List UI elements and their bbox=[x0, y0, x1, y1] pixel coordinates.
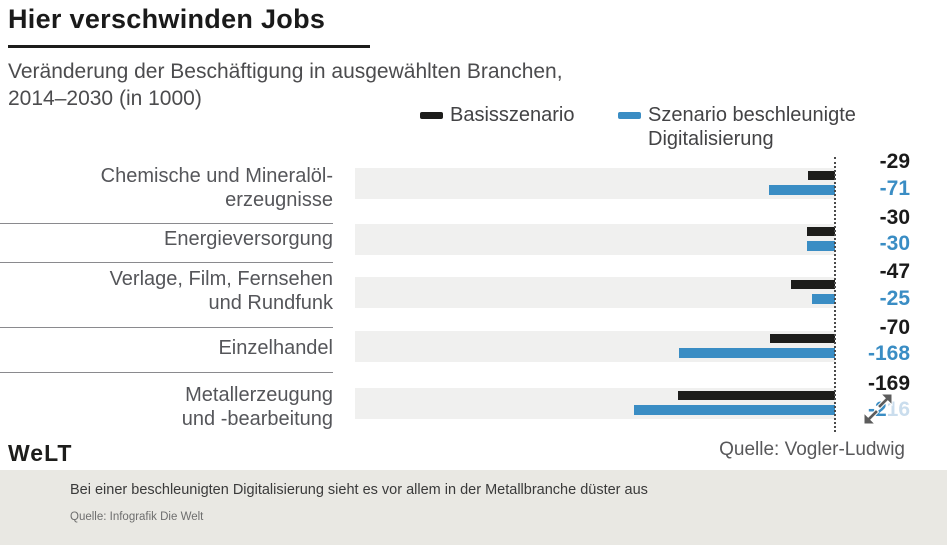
category-label: Energieversorgung bbox=[0, 228, 333, 252]
welt-logo: WeLT bbox=[8, 440, 73, 466]
row-separator bbox=[0, 262, 333, 263]
category-label-line: Metallerzeugung bbox=[185, 384, 333, 406]
bar-basisszenario bbox=[678, 391, 835, 400]
bar-digitalisierung bbox=[769, 185, 835, 195]
row-band bbox=[355, 224, 835, 255]
category-label: Verlage, Film, Fernsehen und Rundfunk bbox=[0, 268, 333, 315]
category-label-line: Energieversorgung bbox=[164, 228, 333, 250]
category-label-line: Einzelhandel bbox=[218, 337, 333, 359]
bar-digitalisierung bbox=[634, 405, 835, 415]
value-digitalisierung: -168 bbox=[867, 342, 910, 365]
category-label-line: Chemische und Mineralöl- bbox=[100, 165, 333, 187]
bar-basisszenario bbox=[791, 280, 835, 289]
value-basisszenario: -30 bbox=[879, 206, 910, 229]
row-separator bbox=[0, 372, 333, 373]
legend-label-digitalisierung-line2: Digitalisierung bbox=[648, 128, 774, 150]
value-basisszenario: -169 bbox=[867, 372, 910, 395]
bar-basisszenario bbox=[807, 227, 835, 236]
resize-arrows-icon[interactable] bbox=[860, 391, 896, 427]
row-separator bbox=[0, 327, 333, 328]
category-label-line: und Rundfunk bbox=[208, 291, 333, 314]
bar-basisszenario bbox=[808, 171, 835, 180]
value-digitalisierung: -30 bbox=[879, 232, 910, 255]
category-label-line: erzeugnisse bbox=[225, 188, 333, 211]
title-underline bbox=[8, 45, 370, 48]
value-digitalisierung: -25 bbox=[879, 287, 910, 310]
category-label-line: und -bearbeitung bbox=[181, 407, 333, 430]
value-basisszenario: -47 bbox=[879, 260, 910, 283]
legend-label-basisszenario: Basisszenario bbox=[450, 104, 575, 126]
subtitle-line-1: Veränderung der Beschäftigung in ausgewä… bbox=[8, 60, 563, 83]
bar-digitalisierung bbox=[807, 241, 835, 251]
category-label: Chemische und Mineralöl-erzeugnisse bbox=[0, 165, 333, 212]
subtitle-line-2: 2014–2030 (in 1000) bbox=[8, 87, 202, 110]
bar-digitalisierung bbox=[812, 294, 835, 304]
legend-swatch-basisszenario bbox=[420, 112, 443, 119]
footer-caption: Bei einer beschleunigten Digitalisierung… bbox=[70, 482, 648, 498]
value-basisszenario: -70 bbox=[879, 316, 910, 339]
chart-source: Quelle: Vogler-Ludwig bbox=[719, 439, 905, 460]
legend-label-digitalisierung: Szenario beschleunigte Digitalisierung bbox=[648, 103, 856, 151]
row-band bbox=[355, 277, 835, 308]
bar-basisszenario bbox=[770, 334, 835, 343]
value-basisszenario: -29 bbox=[879, 150, 910, 173]
bar-digitalisierung bbox=[679, 348, 835, 358]
page-title: Hier verschwinden Jobs bbox=[8, 4, 326, 34]
footer-source: Quelle: Infografik Die Welt bbox=[70, 511, 204, 523]
value-digitalisierung: -71 bbox=[879, 177, 910, 200]
chart-subtitle: Veränderung der Beschäftigung in ausgewä… bbox=[8, 58, 563, 112]
category-label: Metallerzeugung und -bearbeitung bbox=[0, 384, 333, 431]
category-label: Einzelhandel bbox=[0, 337, 333, 361]
row-separator bbox=[0, 223, 333, 224]
legend-label-digitalisierung-line1: Szenario beschleunigte bbox=[648, 104, 856, 126]
legend-swatch-digitalisierung bbox=[618, 112, 641, 119]
row-band bbox=[355, 168, 835, 199]
footer-band bbox=[0, 470, 947, 545]
category-label-line: Verlage, Film, Fernsehen bbox=[109, 268, 333, 290]
zero-baseline-dotted-line bbox=[834, 157, 836, 432]
